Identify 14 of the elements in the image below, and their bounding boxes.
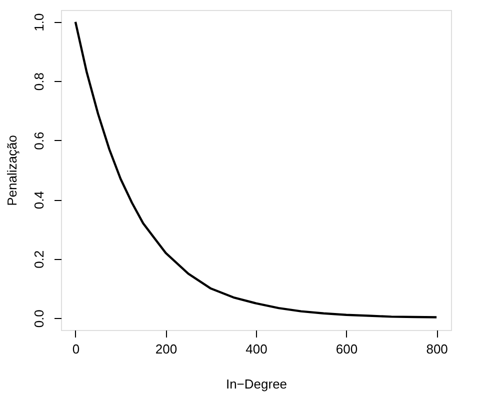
y-tick-label: 1.0 <box>32 13 46 32</box>
y-tick-label: 0.2 <box>32 250 46 268</box>
y-tick-label: 0.0 <box>32 310 46 328</box>
x-tick-label: 400 <box>246 342 268 356</box>
x-tick-label: 200 <box>155 342 178 356</box>
x-axis-title: In−Degree <box>226 376 288 392</box>
y-tick-label: 0.8 <box>32 72 46 91</box>
line-series <box>74 20 438 318</box>
y-axis-title: Penalização <box>4 135 20 206</box>
y-tick-label: 0.4 <box>32 191 46 210</box>
x-tick-label: 800 <box>426 342 448 356</box>
x-tick-label: 0 <box>72 342 80 356</box>
y-tick-label: 0.6 <box>32 132 46 150</box>
x-tick-label: 600 <box>336 342 358 356</box>
